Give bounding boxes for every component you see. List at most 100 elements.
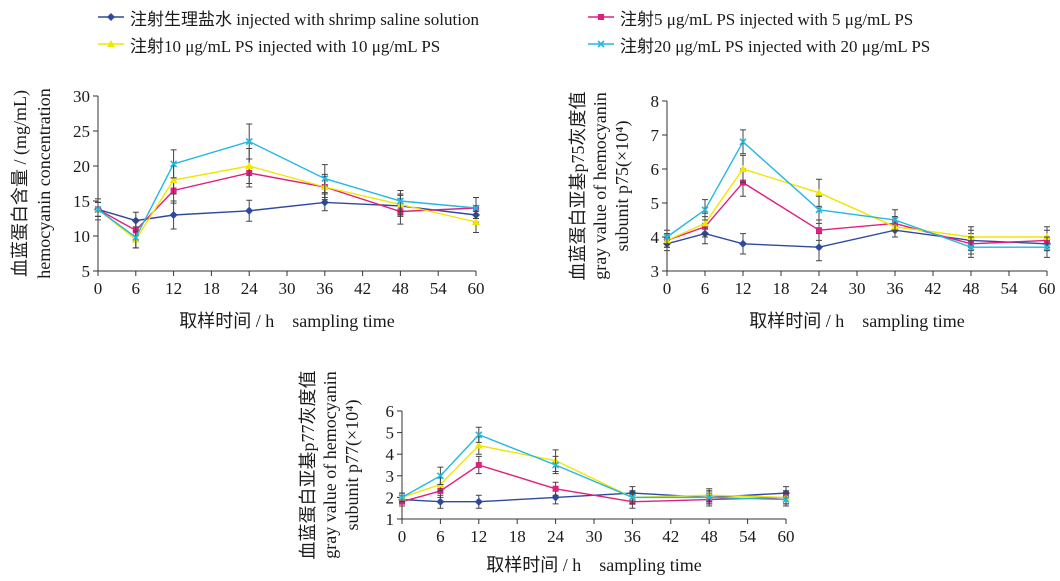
data-point	[628, 493, 636, 501]
legend-item-20ug: 注射20 μg/mL PS injected with 20 μg/mL PS	[588, 33, 931, 56]
y-tick-label: 7	[651, 126, 660, 145]
data-point	[552, 461, 560, 469]
chart-svg-p75: 3 4 5 6 7 8 0 6 12 18 24 30 36 42 48 54 60 取样时间 / h sampl…	[568, 92, 1055, 332]
y-tick-label: 3	[651, 262, 660, 281]
data-point	[474, 441, 483, 449]
data-point	[320, 198, 329, 207]
y-tick-label: 5	[82, 262, 91, 281]
data-point	[815, 243, 823, 252]
data-point	[169, 211, 178, 219]
x-tick-label: 12	[165, 279, 182, 298]
y-axis-title: 血蓝蛋白亚基p77灰度值	[298, 371, 318, 560]
data-point	[132, 233, 140, 241]
y-tick-label: 10	[73, 227, 90, 246]
series-x	[398, 426, 790, 507]
y-axis-title: subunit p77(×10⁴)	[342, 400, 363, 531]
y-tick-label: 3	[386, 467, 395, 486]
data-point	[663, 233, 671, 241]
series-triangle	[94, 148, 480, 249]
series-line	[666, 140, 1047, 248]
x-tick-label: 60	[778, 527, 795, 546]
y-axis-title: gray value of hemocyanin	[320, 371, 340, 558]
data-point	[701, 219, 709, 227]
data-point	[396, 197, 404, 205]
x-tick-label: 36	[887, 279, 904, 298]
x-tick-label: 18	[203, 279, 220, 298]
data-point	[739, 239, 747, 248]
data-point	[705, 493, 713, 501]
data-point	[1043, 243, 1051, 251]
y-tick-label: 30	[73, 87, 90, 106]
y-tick-label: 6	[386, 402, 395, 421]
data-point	[782, 495, 790, 504]
x-tick-label: 54	[739, 527, 757, 546]
data-point	[472, 204, 480, 212]
data-point	[474, 497, 483, 506]
series-line	[97, 140, 477, 239]
legend-label: 注射20 μg/mL PS injected with 20 μg/mL PS	[620, 36, 931, 56]
x-tick-label: 24	[811, 279, 829, 298]
y-tick-label: 5	[651, 194, 660, 213]
series-line	[401, 444, 787, 499]
data-point	[321, 175, 329, 183]
series-line	[666, 181, 1048, 245]
data-point	[94, 205, 102, 213]
x-tick-label: 0	[663, 279, 672, 298]
data-point	[552, 485, 559, 492]
data-point	[475, 431, 483, 439]
x-tick-label: 18	[509, 527, 526, 546]
x-axis-title: 取样时间 / h sampling time	[179, 311, 395, 331]
series-line	[401, 433, 787, 501]
series-square	[95, 158, 479, 242]
x-tick-label: 48	[701, 527, 718, 546]
data-point	[245, 162, 254, 169]
legend-marker-diamond-icon	[98, 10, 124, 24]
data-point	[739, 165, 747, 172]
x-tick-label: 60	[468, 279, 485, 298]
data-point	[245, 137, 253, 146]
x-axis-title: 取样时间 / h sampling time	[486, 555, 702, 575]
series-x	[94, 123, 480, 249]
x-tick-label: 24	[547, 527, 565, 546]
x-tick-label: 42	[925, 279, 942, 298]
legend: 注射生理盐水 injected with shrimp saline solut…	[0, 0, 1060, 62]
data-point	[967, 243, 975, 251]
legend-marker-square-icon	[588, 10, 614, 24]
y-tick-label: 4	[386, 445, 395, 464]
series-triangle	[398, 436, 790, 505]
legend-label: 注射5 μg/mL PS injected with 5 μg/mL PS	[620, 9, 914, 29]
data-point	[891, 216, 899, 224]
legend-item-5ug: 注射5 μg/mL PS injected with 5 μg/mL PS	[588, 6, 914, 29]
chart-hemocyanin-concentration: 5 10 15 20 25 30 0 6 12 18 24 30 36 42 48 54 60 取样时间 / h …	[0, 70, 520, 340]
x-tick-label: 12	[470, 527, 487, 546]
y-axis-title: 血蓝蛋白亚基p75灰度值	[568, 92, 588, 281]
y-tick-label: 2	[386, 488, 395, 507]
y-tick-label: 4	[651, 228, 660, 247]
data-point	[398, 493, 406, 501]
y-axis-title: subunit p75(×10⁴)	[612, 121, 633, 252]
data-point	[815, 188, 823, 196]
x-tick-label: 42	[354, 279, 371, 298]
x-tick-label: 30	[279, 279, 296, 298]
x-tick-label: 0	[94, 279, 103, 298]
x-tick-label: 48	[392, 279, 409, 298]
x-tick-label: 30	[586, 527, 603, 546]
legend-marker-triangle-icon	[98, 37, 124, 51]
data-point	[245, 206, 254, 215]
data-point	[815, 206, 823, 214]
series-x	[663, 129, 1051, 258]
y-tick-label: 6	[651, 160, 660, 179]
chart-subunit-p77: 1 2 3 4 5 6 0 6 12 18 24 30 36 42 48 54 60 取样时间 / h sampl…	[290, 340, 810, 580]
series-triangle	[663, 154, 1051, 248]
x-tick-label: 6	[132, 279, 141, 298]
y-axis-title: hemocyanin concentration	[34, 88, 54, 278]
x-tick-label: 30	[849, 279, 866, 298]
x-tick-label: 48	[963, 279, 980, 298]
x-tick-label: 0	[398, 527, 407, 546]
data-point	[475, 462, 482, 468]
y-tick-label: 8	[651, 92, 660, 111]
chart-svg-concentration: 5 10 15 20 25 30 0 6 12 18 24 30 36 42 48 54 60 取样时间 / h …	[10, 87, 485, 331]
series-square	[399, 455, 789, 509]
x-tick-label: 6	[701, 279, 710, 298]
